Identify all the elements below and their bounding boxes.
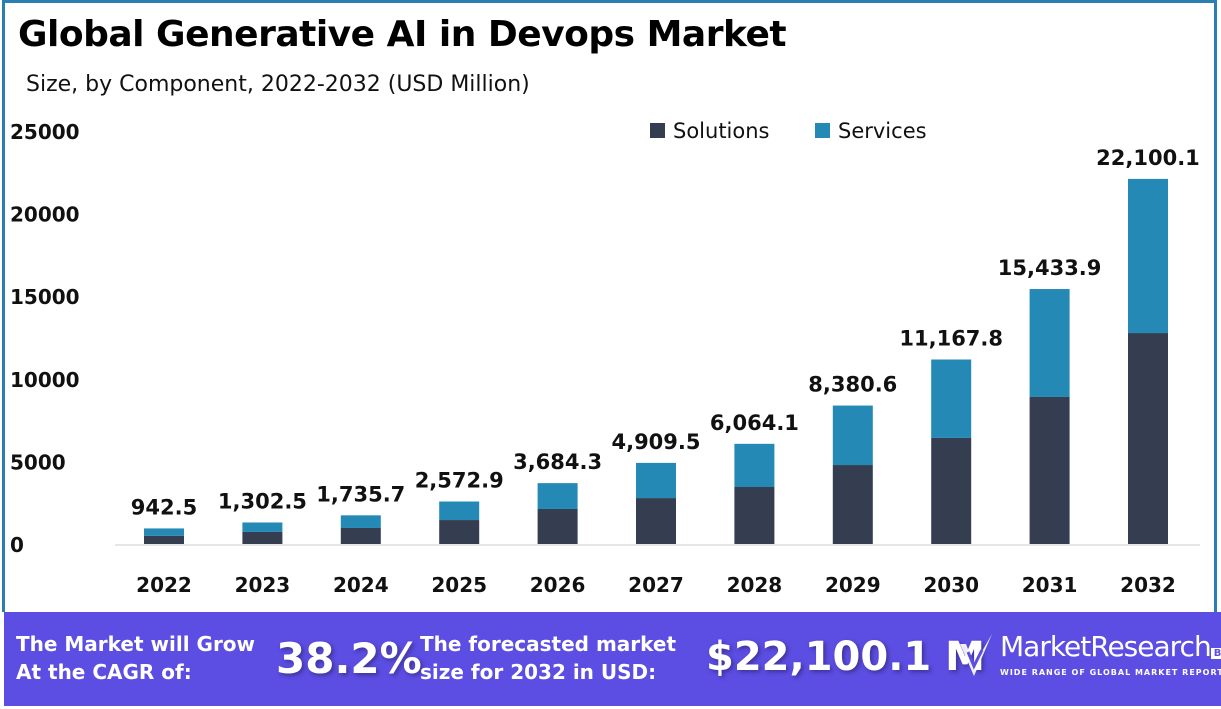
y-tick-label: 25000 [10,120,80,144]
bar-solutions-2031 [1029,396,1070,544]
y-tick-label: 15000 [10,285,80,309]
x-tick-label: 2026 [530,573,586,597]
bar-solutions-2027 [636,498,676,544]
x-tick-label: 2032 [1120,573,1176,597]
y-tick-label: 10000 [10,368,80,392]
bar-solutions-2029 [832,465,873,544]
x-tick-label: 2027 [628,573,684,597]
checkmark-logo-icon [960,634,992,676]
logo-badge: BIZ [1210,648,1221,659]
bar-solutions-2030 [931,437,972,544]
data-label-total: 8,380.6 [808,373,897,397]
x-tick-label: 2025 [431,573,487,597]
cagr-label-line1: The Market will Grow [16,632,256,656]
cagr-label: The Market will Grow At the CAGR of: [16,630,255,686]
x-tick-label: 2024 [333,573,389,597]
bar-services-2025 [439,501,480,521]
data-label-total: 4,909.5 [611,430,700,454]
forecast-label-line1: The forecasted market [420,632,677,656]
cagr-value: 38.2% [276,634,422,683]
y-tick-label: 20000 [10,203,80,227]
data-label-total: 22,100.1 [1096,146,1200,170]
bar-services-2029 [832,405,873,466]
y-tick-label: 0 [10,533,24,557]
logo-name: MarketResearch [1000,630,1212,663]
data-label-total: 11,167.8 [899,327,1003,351]
bar-services-2023 [242,522,283,532]
bar-services-2027 [636,462,676,499]
data-label-total: 2,572.9 [415,468,504,492]
forecast-label: The forecasted market size for 2032 in U… [420,630,676,686]
chart-frame [2,0,1217,612]
forecast-label-line2: size for 2032 in USD: [420,660,657,684]
legend-swatch-services [815,123,830,138]
bar-services-2024 [340,515,381,528]
data-label-total: 15,433.9 [998,256,1102,280]
bar-solutions-2024 [340,527,381,544]
x-tick-label: 2030 [923,573,979,597]
x-tick-label: 2022 [136,573,192,597]
bar-solutions-2025 [439,520,480,544]
cagr-label-line2: At the CAGR of: [16,660,192,684]
bar-services-2030 [931,359,972,438]
bar-services-2032 [1128,178,1168,334]
x-tick-label: 2029 [825,573,881,597]
bar-services-2026 [537,483,578,509]
chart-title: Global Generative AI in Devops Market [18,14,787,55]
bar-services-2031 [1029,289,1070,397]
y-tick-label: 5000 [10,450,66,474]
x-tick-label: 2031 [1022,573,1078,597]
marketresearch-logo: MarketResearchBIZ WIDE RANGE OF GLOBAL M… [956,630,1221,690]
x-tick-label: 2028 [727,573,783,597]
bar-solutions-2026 [537,508,578,544]
data-label-total: 6,064.1 [710,411,799,435]
footer-banner: The Market will Grow At the CAGR of: 38.… [4,612,1221,706]
data-label-total: 1,735.7 [316,482,405,506]
legend-label-solutions: Solutions [673,119,770,143]
bar-chart: 0 5000 10000 15000 20000 25000 942.5 2022 1,302.… [10,119,1200,597]
bar-solutions-2023 [242,531,283,544]
forecast-value: $22,100.1 M [706,634,985,680]
bar-services-2028 [734,443,775,488]
legend-label-services: Services [838,119,927,143]
x-tick-label: 2023 [235,573,291,597]
data-label-total: 1,302.5 [218,489,307,513]
data-label-total: 3,684.3 [513,450,602,474]
bar-solutions-2032 [1128,333,1168,544]
bar-solutions-2028 [734,487,775,544]
data-label-total: 942.5 [131,495,197,519]
legend-swatch-solutions [650,123,665,138]
chart-subtitle: Size, by Component, 2022-2032 (USD Milli… [26,72,530,97]
bar-services-2022 [144,528,184,536]
logo-tagline: WIDE RANGE OF GLOBAL MARKET REPORTS [1000,668,1221,677]
bar-solutions-2022 [144,535,184,544]
